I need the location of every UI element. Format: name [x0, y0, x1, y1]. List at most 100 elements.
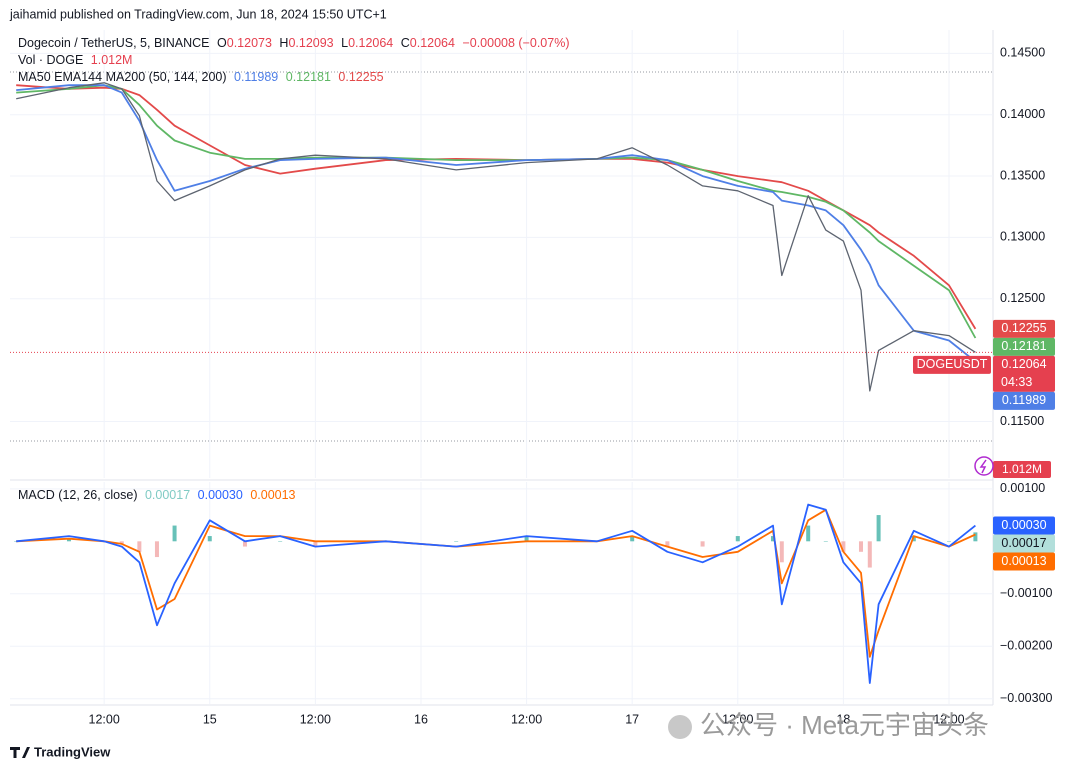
histogram-bar — [313, 541, 318, 547]
overlay: Dogecoin / TetherUS, 5, BINANCE O0.12073… — [10, 36, 1055, 759]
series-line — [16, 82, 976, 392]
y-tick-label: 0.13500 — [1000, 168, 1045, 182]
histogram-bar — [867, 541, 872, 568]
countdown: 04:33 — [1001, 375, 1032, 389]
alert-icon — [974, 456, 994, 476]
histogram-bar — [14, 541, 19, 542]
ohlc-label: L — [341, 36, 348, 50]
histogram-bar — [137, 541, 142, 552]
histogram-bar — [841, 541, 846, 552]
histogram-bar — [242, 541, 247, 547]
axis-tag-bg — [993, 319, 1055, 338]
params: (50, 144, 200) — [149, 70, 227, 84]
legend-macd: MACD (12, 26, close) 0.00017 0.00030 0.0… — [18, 488, 296, 502]
x-tick-label: 12:00 — [511, 712, 542, 726]
hist-value: 0.00017 — [145, 488, 190, 502]
series-name: EMA144 — [54, 70, 102, 84]
volume-title: Vol · DOGE — [18, 53, 83, 67]
x-tick-label: 12:00 — [933, 712, 964, 726]
brand: TradingView — [34, 744, 111, 759]
legend-price: Dogecoin / TetherUS, 5, BINANCE O0.12073… — [18, 36, 569, 50]
macd-value: 0.00030 — [198, 488, 243, 502]
histogram-bar — [630, 536, 635, 542]
brand-logo — [10, 747, 30, 758]
axis-tag: 0.00030 — [1001, 518, 1046, 532]
histogram-bar — [665, 541, 670, 547]
volume-value: 1.012M — [91, 53, 133, 67]
ohlc-label: C — [401, 36, 410, 50]
watermark-icon — [668, 715, 692, 739]
axis-tag: 0.00013 — [1001, 554, 1046, 568]
series-name: MA200 — [106, 70, 146, 84]
y-tick-label: −0.00300 — [1000, 691, 1053, 705]
histogram-bar — [454, 541, 459, 542]
y-tick-label: 0.14500 — [1000, 46, 1045, 60]
signal-value: 0.00013 — [250, 488, 295, 502]
histogram-bar — [779, 541, 784, 563]
ma-value: 0.11989 — [234, 70, 278, 84]
axis-tag-bg — [993, 337, 1055, 356]
y-tick-label: 0.14000 — [1000, 107, 1045, 121]
axis-tag: 0.12255 — [1001, 321, 1046, 335]
series-line — [16, 84, 976, 363]
axis-tag: 0.12181 — [1001, 339, 1046, 353]
series-line — [16, 84, 977, 339]
ohlc-label: H — [279, 36, 288, 50]
histogram-bar — [278, 541, 283, 542]
symbol-tag-bg — [913, 355, 991, 374]
series-line — [16, 508, 976, 658]
symbol-tag: DOGEUSDT — [917, 357, 988, 371]
ohlc-value: 0.12064 — [348, 36, 393, 50]
histogram-bar — [119, 541, 124, 544]
ma-value: 0.12255 — [338, 70, 383, 84]
macd-title: MACD (12, 26, close) — [18, 488, 137, 502]
watermark: 公众号 · Meta元宇宙头条 — [700, 710, 989, 740]
y-tick-label: 0.13000 — [1000, 230, 1045, 244]
histogram-bar — [154, 541, 159, 558]
volume-tag-bg — [993, 461, 1051, 478]
series-name: MA50 — [18, 70, 51, 84]
x-tick-label: 18 — [836, 712, 850, 726]
plot: 12:00 15 12:00 16 12:00 17 12:00 18 12:00 0.11500… — [10, 30, 1053, 726]
series-line — [16, 503, 976, 684]
ohlc-value: 0.12093 — [288, 36, 333, 50]
axis-tag-bg — [993, 534, 1055, 553]
axis-tag-bg — [993, 516, 1055, 535]
y-tick-label: 0.12500 — [1000, 291, 1045, 305]
histogram-bar — [946, 541, 951, 542]
legend-volume: Vol · DOGE 1.012M — [18, 53, 132, 67]
y-tick-label: 0.11500 — [1000, 414, 1044, 428]
histogram-bar — [823, 541, 828, 542]
x-tick-label: 12:00 — [300, 712, 331, 726]
histogram-bar — [876, 515, 881, 542]
y-tick-label: −0.00100 — [1000, 586, 1053, 600]
histogram-bar — [973, 532, 978, 542]
histogram-bar — [770, 536, 775, 542]
histogram-bar — [806, 525, 811, 542]
x-tick-label: 15 — [203, 712, 217, 726]
axis-tag-bg — [993, 391, 1055, 410]
axis-tag-bg — [993, 355, 1055, 392]
y-tick-label: −0.00200 — [1000, 639, 1053, 653]
histogram-bar — [524, 536, 529, 542]
ohlc-value: 0.12064 — [410, 36, 455, 50]
axis-tag: 0.12064 — [1001, 357, 1046, 371]
ma-value: 0.12181 — [286, 70, 331, 84]
histogram-bar — [858, 541, 863, 552]
axis-tag: 0.11989 — [1002, 393, 1046, 407]
histogram-bar — [66, 538, 71, 542]
x-tick-label: 17 — [625, 712, 639, 726]
axis-tag: 0.00017 — [1001, 536, 1046, 550]
axis-tag-bg — [993, 552, 1055, 571]
histogram-bar — [735, 536, 740, 542]
y-tick-label: 0.00100 — [1000, 481, 1045, 495]
x-tick-label: 12:00 — [89, 712, 120, 726]
volume-tag: 1.012M — [1002, 462, 1042, 476]
ohlc-label: O — [217, 36, 227, 50]
histogram-bar — [207, 536, 212, 542]
byline: jaihamid published on TradingView.com, J… — [9, 7, 387, 21]
x-tick-label: 16 — [414, 712, 428, 726]
histogram-bar — [172, 525, 177, 542]
histogram-bar — [700, 541, 705, 547]
